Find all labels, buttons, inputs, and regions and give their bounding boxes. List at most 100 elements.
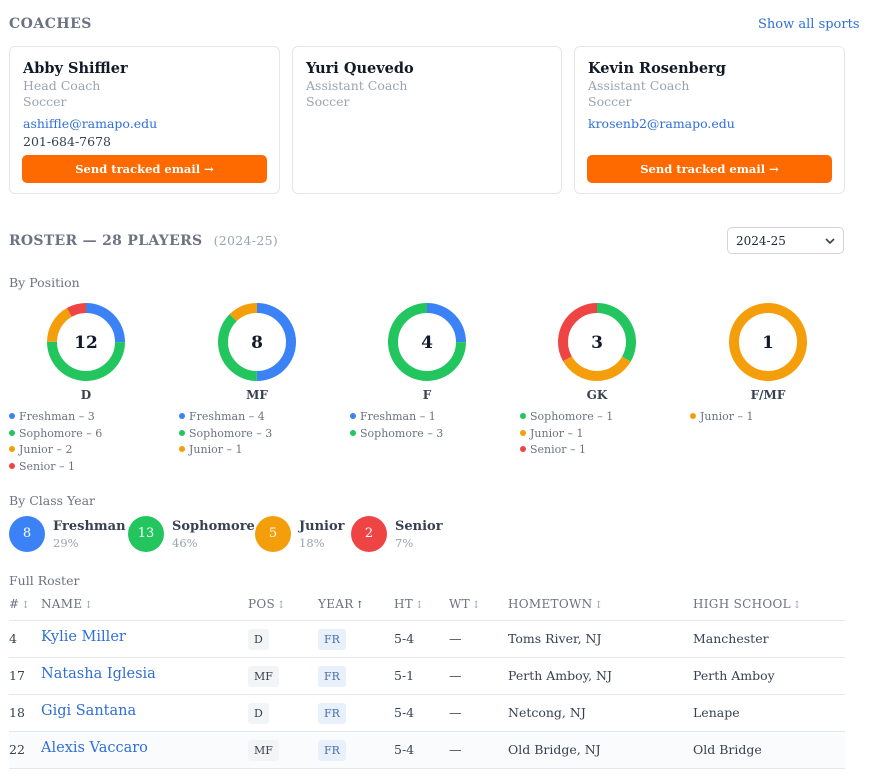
coach-role: Assistant Coach <box>588 78 690 93</box>
position-donut-chart: 8 <box>215 300 299 384</box>
legend-item: Sophomore – 1 <box>520 409 613 426</box>
roster-title: ROSTER — 28 PLAYERS <box>9 233 203 249</box>
player-name-link[interactable]: Gigi Santana <box>41 703 137 719</box>
donut-segment-sophomore <box>388 303 466 381</box>
legend-dot <box>690 413 696 419</box>
sort-asc-icon: ↑ <box>355 600 365 611</box>
table-row[interactable]: 22 Alexis Vaccaro MF FR 5-4 — Old Bridge… <box>9 731 845 768</box>
year-count-circle: 13 <box>128 516 164 552</box>
donut-total: 12 <box>74 333 98 353</box>
jersey-number: 17 <box>9 668 25 683</box>
column-label: HIGH SCHOOL <box>693 597 791 611</box>
legend-dot <box>9 429 15 436</box>
column-header-wt[interactable]: WT ↕ <box>449 597 481 611</box>
legend-dot <box>179 429 185 436</box>
position-badge: MF <box>248 666 279 687</box>
table-row[interactable] <box>9 768 845 784</box>
legend-label: Sophomore – 3 <box>189 426 273 440</box>
position-legend: Freshman – 3 Sophomore – 6 Junior – 2 Senio… <box>9 409 102 475</box>
column-header-name[interactable]: NAME ↕ <box>41 597 93 611</box>
season-select-value: 2024-25 <box>736 234 786 248</box>
coach-card: Yuri Quevedo Assistant Coach Soccer <box>292 46 562 194</box>
position-label: D <box>80 388 92 402</box>
coach-card: Abby Shiffler Head Coach Soccer ashiffle… <box>9 46 280 194</box>
year-badge: FR <box>318 703 346 724</box>
send-tracked-email-button[interactable]: Send tracked email → <box>22 155 267 183</box>
jersey-number: 4 <box>9 631 17 646</box>
position-badge: MF <box>248 740 279 761</box>
roster-heading: ROSTER — 28 PLAYERS (2024-25) <box>9 233 278 249</box>
column-header-high-school[interactable]: HIGH SCHOOL ↕ <box>693 597 802 611</box>
position-donut-chart: 4 <box>385 300 469 384</box>
coach-email-link[interactable]: ashiffle@ramapo.edu <box>23 116 158 131</box>
legend-dot <box>179 413 185 419</box>
column-header-year[interactable]: YEAR ↑ <box>318 597 364 611</box>
donut-segment-sophomore <box>218 303 296 381</box>
position-legend: Freshman – 4 Sophomore – 3 Junior – 1 <box>179 409 272 459</box>
high-school: Perth Amboy <box>693 668 775 683</box>
position-badge: D <box>248 629 269 650</box>
column-label: # <box>9 597 20 611</box>
legend-item: Junior – 1 <box>179 442 272 459</box>
high-school: Lenape <box>693 705 740 720</box>
coaches-heading: COACHES <box>9 16 92 32</box>
column-label: WT <box>449 597 470 611</box>
column-header-ht[interactable]: HT ↕ <box>394 597 424 611</box>
coach-card: Kevin Rosenberg Assistant Coach Soccer k… <box>574 46 845 194</box>
legend-item: Senior – 1 <box>520 442 613 459</box>
column-header-number[interactable]: # ↕ <box>9 597 30 611</box>
send-tracked-email-button[interactable]: Send tracked email → <box>587 155 832 183</box>
column-header-hometown[interactable]: HOMETOWN ↕ <box>508 597 603 611</box>
year-name: Sophomore <box>172 519 255 534</box>
donut-segment-junior <box>218 303 296 381</box>
coach-name: Abby Shiffler <box>23 60 128 77</box>
sort-icon: ↕ <box>792 600 802 611</box>
legend-label: Junior – 1 <box>530 426 584 440</box>
legend-item: Sophomore – 3 <box>350 426 443 443</box>
legend-dot <box>9 446 15 452</box>
column-label: NAME <box>41 597 83 611</box>
legend-dot <box>9 413 15 419</box>
weight: — <box>449 631 462 646</box>
player-name-link[interactable]: Natasha Iglesia <box>41 666 156 682</box>
legend-label: Senior – 1 <box>530 443 587 456</box>
high-school: Manchester <box>693 631 769 646</box>
position-label: F <box>422 388 432 402</box>
donut-total: 3 <box>591 333 603 353</box>
donut-segment-sophomore <box>47 303 125 381</box>
legend-dot <box>350 413 356 419</box>
table-row[interactable]: 4 Kylie Miller D FR 5-4 — Toms River, NJ… <box>9 620 845 657</box>
year-percent: 29% <box>53 536 79 550</box>
coach-name: Yuri Quevedo <box>306 60 414 77</box>
sort-icon: ↕ <box>277 600 286 611</box>
legend-item: Freshman – 3 <box>9 409 102 426</box>
table-row[interactable]: 18 Gigi Santana D FR 5-4 — Netcong, NJ L… <box>9 694 845 731</box>
high-school: Old Bridge <box>693 742 762 757</box>
legend-label: Freshman – 1 <box>360 410 436 423</box>
sort-icon: ↕ <box>21 600 31 611</box>
legend-item: Sophomore – 3 <box>179 426 272 443</box>
show-all-sports-link[interactable]: Show all sports <box>758 17 860 32</box>
year-badge: FR <box>318 666 346 687</box>
coach-email-link[interactable]: krosenb2@ramapo.edu <box>588 116 735 131</box>
legend-label: Sophomore – 6 <box>19 426 103 440</box>
sort-icon: ↕ <box>594 600 604 611</box>
table-row[interactable]: 17 Natasha Iglesia MF FR 5-1 — Perth Amb… <box>9 657 845 694</box>
jersey-number: 18 <box>9 705 25 720</box>
legend-label: Senior – 1 <box>19 459 76 473</box>
year-percent: 18% <box>299 536 325 550</box>
position-label: GK <box>586 388 608 402</box>
position-donut-chart: 12 <box>44 300 128 384</box>
coach-sport: Soccer <box>588 94 632 109</box>
season-select[interactable]: 2024-25 <box>727 227 844 254</box>
position-legend: Sophomore – 1 Junior – 1 Senior – 1 <box>520 409 613 459</box>
donut-total: 8 <box>251 333 263 353</box>
column-header-pos[interactable]: POS ↕ <box>248 597 286 611</box>
player-name-link[interactable]: Alexis Vaccaro <box>41 740 148 756</box>
column-label: HOMETOWN <box>508 597 593 611</box>
year-count-circle: 2 <box>351 516 387 552</box>
legend-label: Freshman – 4 <box>189 410 265 423</box>
year-name: Senior <box>395 519 443 534</box>
coach-name: Kevin Rosenberg <box>588 60 726 77</box>
player-name-link[interactable]: Kylie Miller <box>41 629 126 645</box>
